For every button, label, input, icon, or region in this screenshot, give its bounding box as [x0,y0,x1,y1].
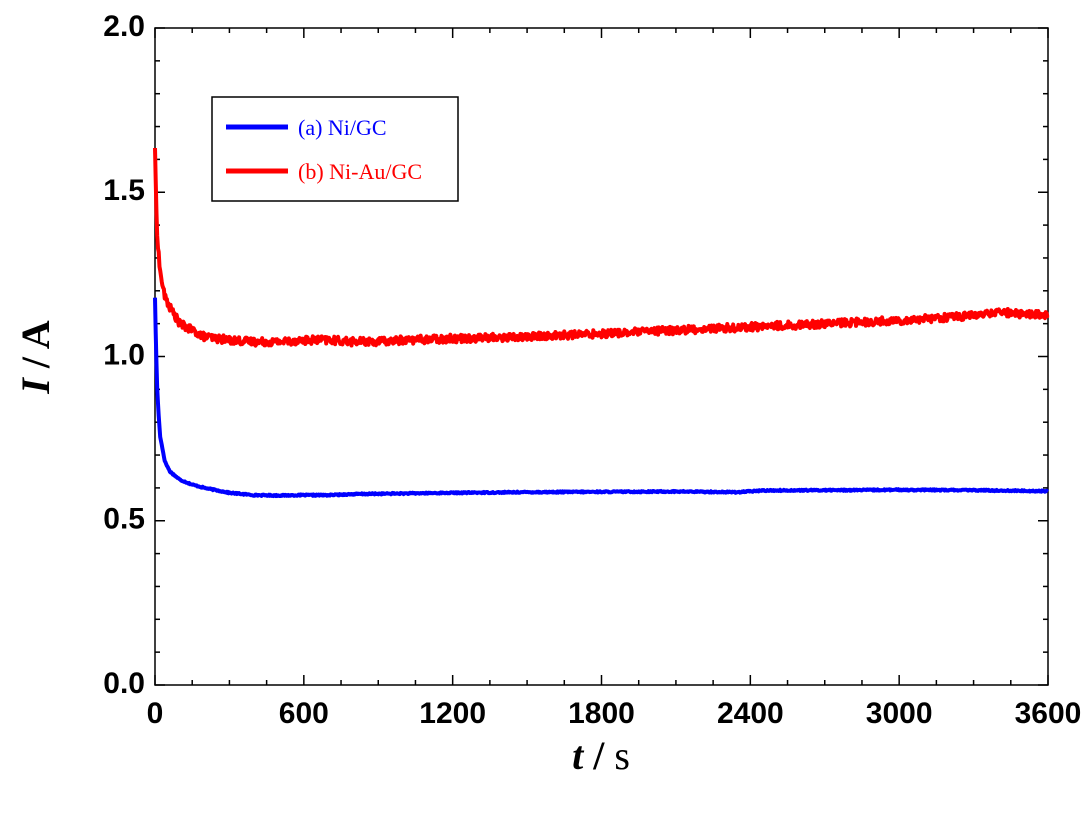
x-axis-title: t / s [572,733,630,778]
y-tick-label: 2.0 [103,10,145,43]
legend: (a) Ni/GC (b) Ni-Au/GC [211,96,459,202]
x-tick-label: 600 [279,697,329,730]
x-axis-variable: t [572,733,585,778]
x-tick-label: 3000 [866,697,933,730]
y-axis-unit: A [13,320,58,349]
series-line-a [153,297,1050,498]
y-tick-label: 0.5 [103,503,145,536]
y-axis-variable: I [13,377,58,395]
x-tick-label: 3600 [1015,697,1082,730]
y-tick-label: 1.5 [103,174,145,207]
x-tick-label: 1800 [568,697,635,730]
y-tick-label: 1.0 [103,338,145,371]
y-axis-separator: / [13,349,58,378]
series-layer [153,147,1050,498]
tick-labels: 0 600 1200 1800 2400 3000 3600 0.0 0.5 1.0 1.5 2.0 [103,10,1081,730]
x-axis-separator: / [583,733,614,778]
y-tick-label: 0.0 [103,667,145,700]
legend-label-b: (b) Ni-Au/GC [298,159,422,184]
x-axis-unit: s [614,733,630,778]
x-tick-label: 0 [147,697,164,730]
series-line-b [153,147,1050,348]
legend-label-a: (a) Ni/GC [298,115,387,140]
x-tick-label: 1200 [419,697,486,730]
legend-box [211,96,459,202]
x-tick-label: 2400 [717,697,784,730]
y-axis-title: I / A [13,320,58,394]
